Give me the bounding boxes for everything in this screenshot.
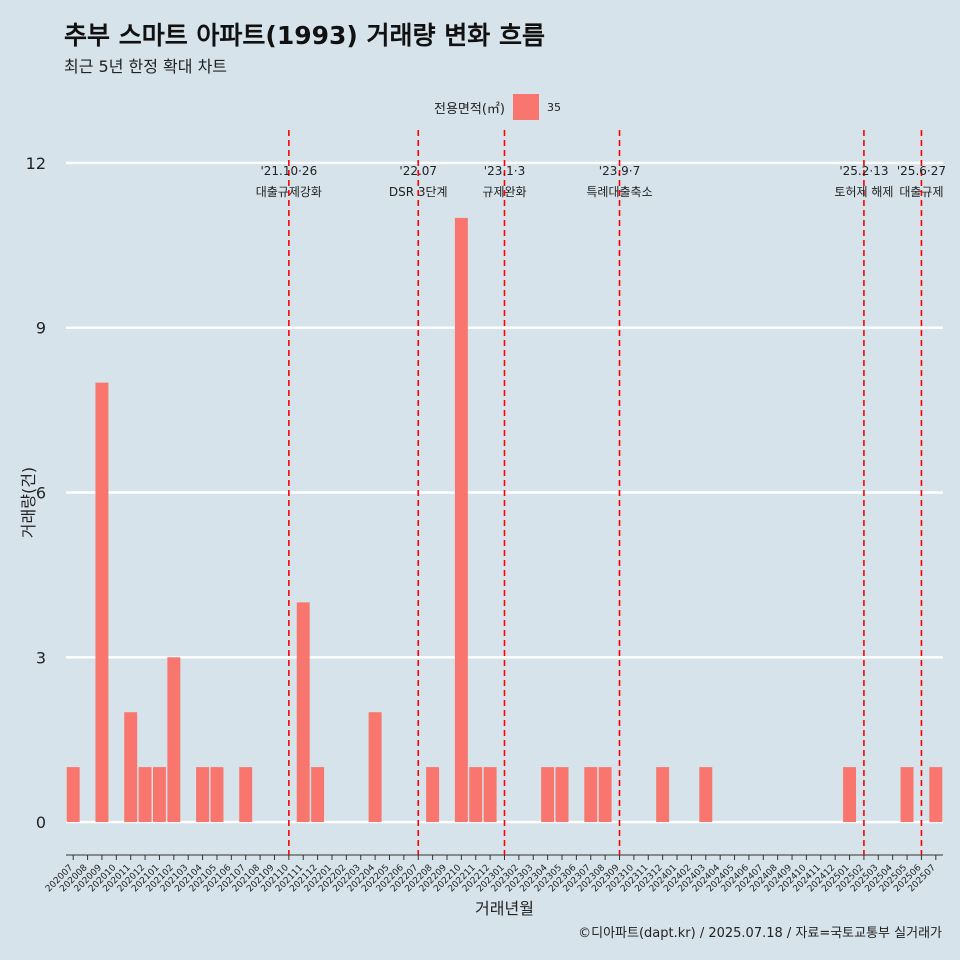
- bar: [900, 767, 914, 823]
- y-tick-label: 6: [36, 484, 46, 503]
- legend-label: 35: [546, 100, 561, 114]
- chart-subtitle: 최근 5년 한정 확대 차트: [64, 57, 228, 76]
- bar: [598, 767, 612, 823]
- bar: [584, 767, 598, 823]
- y-tick-label: 12: [26, 154, 46, 173]
- x-axis-title: 거래년월: [475, 899, 534, 918]
- bar: [239, 767, 253, 823]
- y-tick-label: 0: [36, 813, 46, 832]
- event-name-label: 토허제 해제: [834, 185, 893, 199]
- event-date-label: '25.6·27: [897, 164, 946, 178]
- bar: [311, 767, 325, 823]
- bar: [368, 712, 382, 823]
- source-caption: ©디아파트(dapt.kr) / 2025.07.18 / 자료=국토교통부 실…: [578, 926, 942, 941]
- y-tick-label: 9: [36, 319, 46, 338]
- event-date-label: '21.10·26: [260, 164, 317, 178]
- bar: [483, 767, 497, 823]
- bar: [66, 767, 80, 823]
- chart-title: 추부 스마트 아파트(1993) 거래량 변화 흐름: [64, 21, 545, 50]
- bar: [426, 767, 440, 823]
- event-date-label: '23.1·3: [484, 164, 525, 178]
- bar: [210, 767, 224, 823]
- bar: [555, 767, 569, 823]
- event-date-label: '22.07: [399, 164, 437, 178]
- event-date-label: '23.9·7: [599, 164, 640, 178]
- bar: [296, 602, 310, 823]
- event-name-label: 특례대출축소: [586, 185, 652, 199]
- bar: [138, 767, 152, 823]
- legend-color-key: [512, 94, 539, 120]
- bar: [929, 767, 943, 823]
- bar: [656, 767, 670, 823]
- bar: [152, 767, 166, 823]
- event-name-label: 대출규제: [899, 185, 943, 199]
- bar: [843, 767, 857, 823]
- legend-title: 전용면적(㎡): [434, 101, 505, 117]
- bar: [699, 767, 713, 823]
- y-tick-label: 3: [36, 648, 46, 667]
- bar: [124, 712, 138, 823]
- legend: 전용면적(㎡) 35: [434, 94, 561, 120]
- bar: [469, 767, 483, 823]
- event-name-label: 규제완화: [482, 185, 526, 199]
- y-axis-title: 거래량(건): [19, 467, 38, 538]
- bar: [541, 767, 555, 823]
- event-date-label: '25.2·13: [839, 164, 888, 178]
- bar: [167, 657, 181, 823]
- bar: [196, 767, 210, 823]
- bar: [95, 382, 109, 823]
- bar: [454, 217, 468, 823]
- event-name-label: 대출규제강화: [256, 185, 322, 199]
- event-name-label: DSR 3단계: [389, 185, 448, 199]
